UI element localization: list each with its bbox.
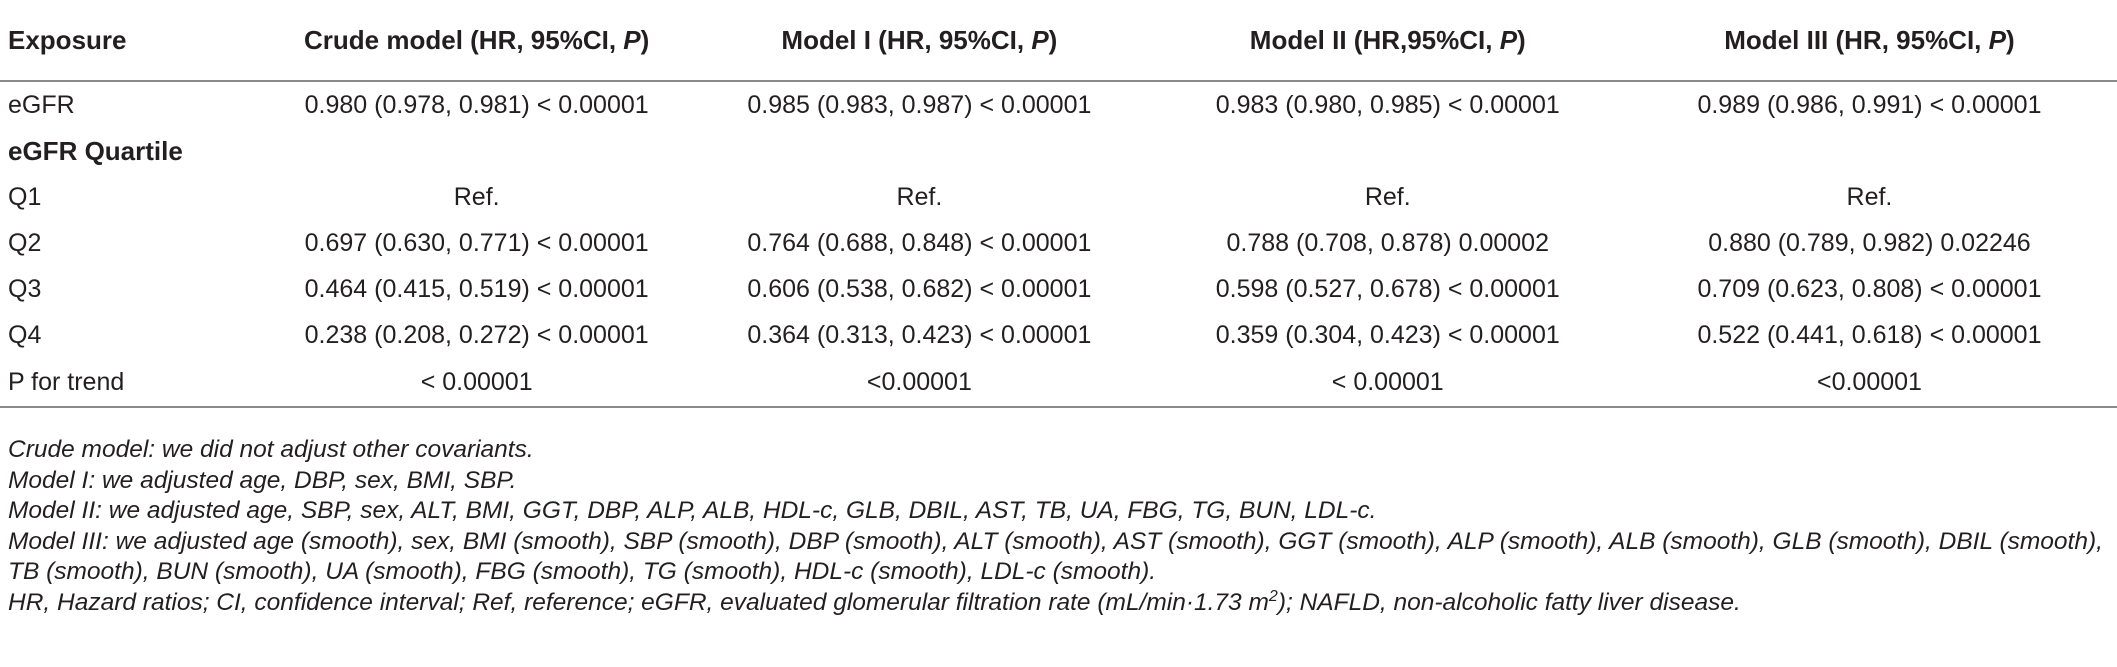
cell-model-2: < 0.00001 (1153, 358, 1622, 408)
header-model-2: Model II (HR,95%CI, P) (1153, 0, 1622, 82)
header-row: Exposure Crude model (HR, 95%CI, P) Mode… (0, 0, 2117, 82)
cell-model-3: 0.880 (0.789, 0.982) 0.02246 (1708, 228, 2031, 257)
cell-model-1: <0.00001 (685, 358, 1154, 408)
cell-crude: Ref. (453, 182, 500, 211)
footnote-model-1: Model I: we adjusted age, DBP, sex, BMI,… (8, 466, 517, 494)
cell-model-2: 0.359 (0.304, 0.423) < 0.00001 (1215, 320, 1560, 349)
cell-model-1: 0.764 (0.688, 0.848) < 0.00001 (747, 228, 1092, 257)
results-table: Exposure Crude model (HR, 95%CI, P) Mode… (0, 0, 2117, 408)
row-label: Q4 (8, 320, 42, 349)
cell-model-1: 0.364 (0.313, 0.423) < 0.00001 (747, 320, 1092, 349)
table-footnotes: Crude model: we did not adjust other cov… (8, 435, 2108, 618)
cell-model-1: 0.985 (0.983, 0.987) < 0.00001 (747, 90, 1092, 119)
header-exposure: Exposure (0, 0, 269, 82)
row-label: Q1 (8, 182, 42, 211)
footnote-model-2: Model II: we adjusted age, SBP, sex, ALT… (8, 497, 1377, 524)
header-model-3: Model III (HR, 95%CI, P) (1621, 0, 2117, 82)
cell-model-2: 0.788 (0.708, 0.878) 0.00002 (1226, 228, 1550, 257)
cell-crude: 0.697 (0.630, 0.771) < 0.00001 (304, 228, 649, 257)
cell-model-3: 0.709 (0.623, 0.808) < 0.00001 (1697, 274, 2042, 303)
row-label: Q2 (8, 228, 42, 257)
cell-crude: 0.238 (0.208, 0.272) < 0.00001 (304, 320, 649, 349)
table-row-q1: Q1 Ref. Ref. Ref. Ref. (0, 174, 2117, 220)
table-row-section: eGFR Quartile (0, 128, 2117, 174)
row-label: Q3 (8, 274, 42, 303)
table-row-q4: Q4 0.238 (0.208, 0.272) < 0.00001 0.364 … (0, 312, 2117, 358)
footnote-crude: Crude model: we did not adjust other cov… (8, 436, 534, 463)
table-row-q2: Q2 0.697 (0.630, 0.771) < 0.00001 0.764 … (0, 220, 2117, 266)
cell-crude: 0.980 (0.978, 0.981) < 0.00001 (304, 90, 649, 119)
footnote-abbreviations: HR, Hazard ratios; CI, confidence interv… (8, 587, 1741, 616)
footnote-model-3: Model III: we adjusted age (smooth), sex… (8, 527, 2103, 586)
cell-model-3: 0.522 (0.441, 0.618) < 0.00001 (1697, 320, 2042, 349)
row-label: P for trend (0, 358, 269, 408)
cell-crude: 0.464 (0.415, 0.519) < 0.00001 (304, 274, 649, 303)
table-row-p-trend: P for trend < 0.00001 <0.00001 < 0.00001… (0, 358, 2117, 408)
cell-model-3: <0.00001 (1621, 358, 2117, 408)
cell-model-2: 0.983 (0.980, 0.985) < 0.00001 (1215, 90, 1560, 119)
table-row-q3: Q3 0.464 (0.415, 0.519) < 0.00001 0.606 … (0, 266, 2117, 312)
header-crude-model: Crude model (HR, 95%CI, P) (268, 0, 686, 82)
section-heading-quartile: eGFR Quartile (8, 135, 183, 166)
cell-model-3: Ref. (1846, 182, 1893, 211)
header-model-1: Model I (HR, 95%CI, P) (685, 0, 1154, 82)
cell-crude: < 0.00001 (268, 358, 686, 408)
table-row-egfr: eGFR 0.980 (0.978, 0.981) < 0.00001 0.98… (0, 81, 2117, 128)
cell-model-3: 0.989 (0.986, 0.991) < 0.00001 (1697, 90, 2042, 119)
row-label: eGFR (8, 90, 75, 119)
cell-model-1: 0.606 (0.538, 0.682) < 0.00001 (747, 274, 1092, 303)
cell-model-1: Ref. (896, 182, 943, 211)
cell-model-2: Ref. (1364, 182, 1411, 211)
cell-model-2: 0.598 (0.527, 0.678) < 0.00001 (1215, 274, 1560, 303)
